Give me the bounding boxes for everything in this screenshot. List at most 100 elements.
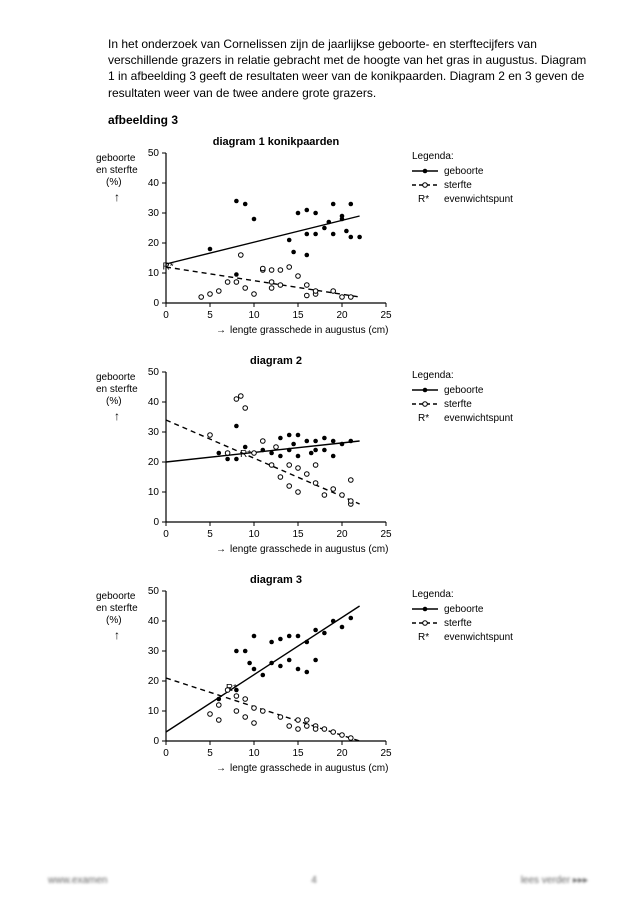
- chart-title: diagram 2: [250, 355, 302, 367]
- death-point: [296, 489, 301, 494]
- death-point: [208, 291, 213, 296]
- birth-point: [243, 648, 248, 653]
- footer-right: lees verder ▸▸▸: [521, 875, 588, 886]
- birth-point: [278, 663, 283, 668]
- death-point: [234, 279, 239, 284]
- ytick-label: 50: [148, 148, 160, 159]
- birth-point: [252, 633, 257, 638]
- birth-point: [278, 453, 283, 458]
- up-arrow-icon: ↑: [114, 628, 120, 642]
- legend-death: sterfte: [444, 618, 472, 629]
- death-point: [287, 723, 292, 728]
- xtick-label: 15: [292, 529, 304, 540]
- birth-point: [291, 249, 296, 254]
- death-point: [340, 294, 345, 299]
- birth-point: [243, 444, 248, 449]
- death-point: [252, 450, 257, 455]
- footer-center: 4: [311, 875, 317, 886]
- up-arrow-icon: ↑: [114, 190, 120, 204]
- birth-point: [349, 234, 354, 239]
- birth-point: [296, 210, 301, 215]
- birth-point: [234, 648, 239, 653]
- death-point: [278, 714, 283, 719]
- xtick-label: 5: [207, 310, 213, 321]
- ylabel: (%): [106, 615, 122, 626]
- page-footer: www.examen 4 lees verder ▸▸▸: [48, 875, 588, 886]
- death-point: [261, 266, 266, 271]
- death-point: [269, 279, 274, 284]
- ytick-label: 40: [148, 178, 160, 189]
- death-point: [322, 492, 327, 497]
- birth-point: [243, 201, 248, 206]
- xlabel: lengte grasschede in augustus (cm): [230, 763, 388, 774]
- birth-point: [247, 660, 252, 665]
- legend-rstar: evenwichtspunt: [444, 413, 513, 424]
- death-point: [269, 267, 274, 272]
- ylabel: en sterfte: [96, 165, 138, 176]
- birth-point: [217, 696, 222, 701]
- birth-point: [296, 453, 301, 458]
- birth-point: [287, 237, 292, 242]
- xtick-label: 0: [163, 748, 169, 759]
- death-point: [234, 396, 239, 401]
- birth-point: [322, 630, 327, 635]
- legend-rstar-symbol: R*: [418, 194, 429, 205]
- page: In het onderzoek van Cornelissen zijn de…: [0, 0, 636, 900]
- birth-point: [261, 447, 266, 452]
- birth-point: [313, 438, 318, 443]
- xtick-label: 5: [207, 748, 213, 759]
- ytick-label: 20: [148, 457, 160, 468]
- birth-point: [344, 228, 349, 233]
- ytick-label: 0: [153, 517, 159, 528]
- death-point: [261, 438, 266, 443]
- ytick-label: 40: [148, 616, 160, 627]
- death-point: [349, 498, 354, 503]
- birth-point: [305, 669, 310, 674]
- xtick-label: 20: [336, 748, 348, 759]
- xtick-label: 0: [163, 529, 169, 540]
- death-point: [208, 432, 213, 437]
- chart-wrapper: diagram 3geboorteen sterfte(%)↑010203040…: [88, 571, 588, 786]
- rstar-label: R*: [163, 261, 174, 272]
- ylabel: (%): [106, 396, 122, 407]
- death-point: [269, 285, 274, 290]
- birth-point: [252, 666, 257, 671]
- death-point: [331, 486, 336, 491]
- death-point: [287, 462, 292, 467]
- death-point: [349, 294, 354, 299]
- birth-point: [278, 435, 283, 440]
- legend-birth: geboorte: [444, 604, 484, 615]
- birth-point: [322, 435, 327, 440]
- birth-point: [331, 201, 336, 206]
- birth-point: [331, 453, 336, 458]
- death-point: [305, 471, 310, 476]
- death-point: [239, 252, 244, 257]
- death-point: [252, 705, 257, 710]
- xtick-label: 25: [380, 310, 392, 321]
- xtick-label: 0: [163, 310, 169, 321]
- death-point: [287, 264, 292, 269]
- death-point: [243, 285, 248, 290]
- ytick-label: 50: [148, 367, 160, 378]
- birth-point: [287, 657, 292, 662]
- birth-point: [313, 657, 318, 662]
- death-point: [269, 462, 274, 467]
- birth-point: [331, 231, 336, 236]
- birth-point: [225, 456, 230, 461]
- birth-point: [327, 219, 332, 224]
- legend-death: sterfte: [444, 399, 472, 410]
- ylabel: geboorte: [96, 153, 136, 164]
- xtick-label: 15: [292, 310, 304, 321]
- death-point: [305, 293, 310, 298]
- chart-wrapper: diagram 2geboorteen sterfte(%)↑010203040…: [88, 352, 588, 567]
- death-point: [296, 273, 301, 278]
- diagram-3: diagram 3geboorteen sterfte(%)↑010203040…: [88, 571, 548, 783]
- ytick-label: 10: [148, 268, 160, 279]
- ylabel: geboorte: [96, 372, 136, 383]
- death-point: [208, 711, 213, 716]
- death-point: [349, 735, 354, 740]
- ytick-label: 20: [148, 238, 160, 249]
- birth-point: [234, 198, 239, 203]
- charts-container: diagram 1 konikpaardengeboorteen sterfte…: [48, 133, 588, 786]
- ytick-label: 30: [148, 208, 160, 219]
